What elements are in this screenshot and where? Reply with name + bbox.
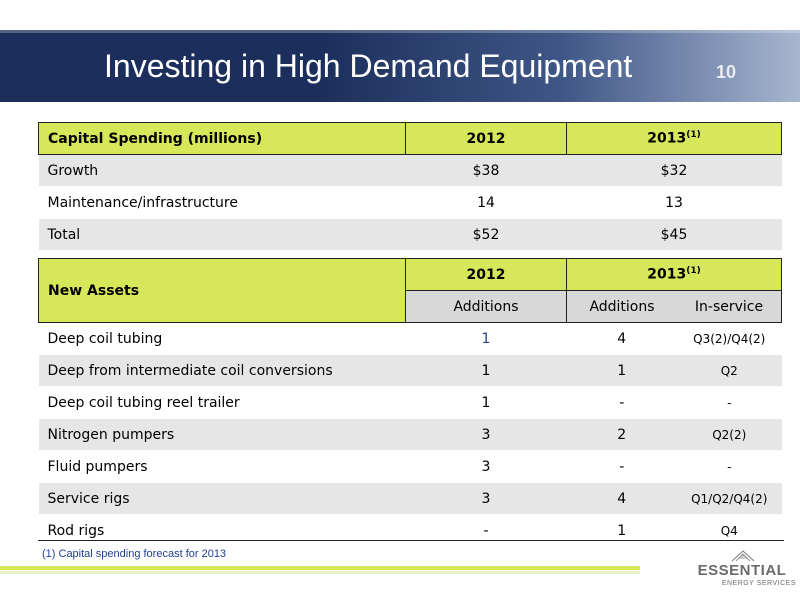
additions-2013: - (566, 450, 677, 483)
capital-spending-header-label: Capital Spending (millions) (38, 122, 406, 155)
row-label: Service rigs (38, 482, 406, 515)
capital-spending-header-row: Capital Spending (millions) 2012 2013(1) (38, 122, 782, 155)
additions-2013-header: Additions (566, 290, 677, 323)
row-label: Deep from intermediate coil conversions (38, 354, 406, 387)
additions-2012: 1 (405, 322, 567, 355)
footnote: (1) Capital spending forecast for 2013 (42, 548, 227, 560)
new-assets-header-2012: 2012 (405, 258, 567, 291)
footnote-ref: (1) (686, 130, 701, 141)
accent-stripe-light (0, 571, 640, 574)
row-label: Deep coil tubing (38, 322, 406, 355)
new-assets-header-2013: 2013(1) (566, 258, 782, 291)
value-2012: 14 (405, 186, 567, 219)
year-2013-label: 2013 (647, 266, 687, 283)
capital-spending-table: Capital Spending (millions) 2012 2013(1)… (38, 122, 782, 251)
table-row: Growth $38 $32 (38, 154, 782, 187)
additions-2012: 1 (405, 386, 567, 419)
table-row: Total $52 $45 (38, 218, 782, 251)
value-2012: $52 (405, 218, 567, 251)
row-label: Deep coil tubing reel trailer (38, 386, 406, 419)
row-label: Maintenance/infrastructure (38, 186, 406, 219)
capital-spending-header-2012: 2012 (405, 122, 567, 155)
accent-stripe (0, 566, 640, 570)
additions-2013: 4 (566, 482, 677, 515)
title-banner (0, 30, 800, 102)
in-service: Q2 (677, 354, 782, 387)
additions-2012: - (405, 514, 567, 547)
company-logo: ESSENTIAL ENERGY SERVICES (688, 550, 796, 594)
in-service: - (677, 450, 782, 483)
table-row: Deep coil tubing reel trailer 1 - - (38, 386, 782, 419)
table-row: Deep coil tubing 1 4 Q3(2)/Q4(2) (38, 322, 782, 355)
in-service: Q3(2)/Q4(2) (677, 322, 782, 355)
value-2012: $38 (405, 154, 567, 187)
table-row: Maintenance/infrastructure 14 13 (38, 186, 782, 219)
additions-2012: 1 (405, 354, 567, 387)
row-label: Nitrogen pumpers (38, 418, 406, 451)
value-2013: 13 (566, 186, 782, 219)
page-number: 10 (716, 62, 737, 82)
new-assets-subheader-row: Additions Additions In-service (39, 290, 782, 323)
value-2013: $32 (566, 154, 782, 187)
table-row: Fluid pumpers 3 - - (38, 450, 782, 483)
row-label: Growth (38, 154, 406, 187)
table-row: Deep from intermediate coil conversions … (38, 354, 782, 387)
additions-2013: 1 (566, 514, 677, 547)
additions-2012: 3 (405, 450, 567, 483)
additions-2012: 3 (405, 418, 567, 451)
value-2013: $45 (566, 218, 782, 251)
footnote-ref: (1) (686, 266, 701, 277)
capital-spending-header-2013: 2013(1) (566, 122, 782, 155)
additions-2013: 2 (566, 418, 677, 451)
row-label: Rod rigs (38, 514, 406, 547)
row-label: Total (38, 218, 406, 251)
in-service: Q4 (677, 514, 782, 547)
new-assets-header-row: New Assets 2012 2013(1) (38, 258, 782, 323)
banner-highlight (0, 30, 800, 33)
in-service: - (677, 386, 782, 419)
derrick-icon (731, 550, 755, 562)
in-service-header: In-service (677, 290, 782, 323)
additions-2013: 4 (566, 322, 677, 355)
in-service: Q1/Q2/Q4(2) (677, 482, 782, 515)
new-assets-table: New Assets 2012 2013(1) Additions Additi… (38, 258, 782, 547)
in-service: Q2(2) (677, 418, 782, 451)
row-label: Fluid pumpers (38, 450, 406, 483)
slide-title: Investing in High Demand Equipment (104, 48, 633, 84)
additions-2013: 1 (566, 354, 677, 387)
table-row: Rod rigs - 1 Q4 (38, 514, 782, 547)
logo-subtitle: ENERGY SERVICES (721, 580, 796, 587)
new-assets-header-label: New Assets (38, 258, 406, 323)
additions-2012-header: Additions (405, 290, 567, 323)
additions-2013: - (566, 386, 677, 419)
additions-2012: 3 (405, 482, 567, 515)
logo-name: ESSENTIAL (697, 562, 787, 579)
year-2013-label: 2013 (647, 130, 687, 147)
table-bottom-rule (38, 540, 784, 541)
table-row: Service rigs 3 4 Q1/Q2/Q4(2) (38, 482, 782, 515)
table-row: Nitrogen pumpers 3 2 Q2(2) (38, 418, 782, 451)
